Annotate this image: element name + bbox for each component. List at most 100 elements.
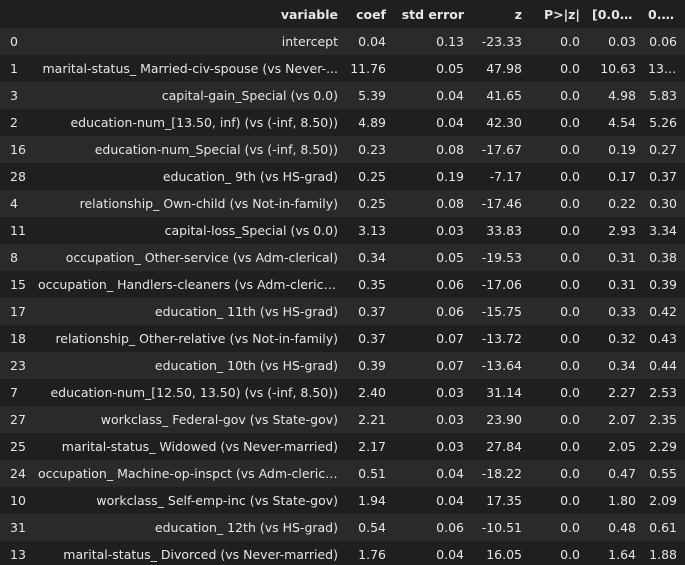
- row-index: 10: [10, 493, 26, 508]
- ci-lower-cell: 0.48: [608, 520, 636, 535]
- ci-lower-cell: 0.17: [608, 169, 636, 184]
- coef-cell: 0.25: [358, 196, 386, 211]
- variable-cell: relationship_ Own-child (vs Not-in-famil…: [79, 196, 338, 211]
- row-index: 8: [10, 250, 18, 265]
- variable-cell: occupation_ Machine-op-inspct (vs Adm-cl…: [38, 466, 342, 481]
- column-header-p-value: P>|z|: [543, 6, 580, 22]
- p-value-cell: 0.0: [560, 250, 580, 265]
- std-error-cell: 0.03: [436, 223, 464, 238]
- p-value-cell: 0.0: [560, 115, 580, 130]
- ci-upper-cell: 0.30: [649, 196, 677, 211]
- table-row: 27 workclass_ Federal-gov (vs State-gov) 2…: [0, 406, 685, 433]
- z-cell: 41.65: [486, 88, 522, 103]
- coef-cell: 1.94: [358, 493, 386, 508]
- variable-cell: workclass_ Federal-gov (vs State-gov): [100, 412, 338, 427]
- variable-cell: capital-loss_Special (vs 0.0): [164, 223, 338, 238]
- variable-cell: marital-status_ Divorced (vs Never-marri…: [63, 547, 338, 562]
- z-cell: 42.30: [486, 115, 522, 130]
- std-error-cell: 0.03: [436, 385, 464, 400]
- std-error-cell: 0.03: [436, 439, 464, 454]
- coef-cell: 0.04: [358, 34, 386, 49]
- table-row: 28 education_ 9th (vs HS-grad) 0.25 0.19 -7.…: [0, 163, 685, 190]
- table-row: 7 education-num_[12.50, 13.50) (vs (-inf,…: [0, 379, 685, 406]
- z-cell: 31.14: [486, 385, 522, 400]
- p-value-cell: 0.0: [560, 547, 580, 562]
- row-index: 27: [10, 412, 26, 427]
- coef-cell: 2.40: [358, 385, 386, 400]
- std-error-cell: 0.06: [436, 520, 464, 535]
- ci-lower-cell: 0.03: [608, 34, 636, 49]
- table-row: 10 workclass_ Self-emp-inc (vs State-gov)…: [0, 487, 685, 514]
- variable-cell: capital-gain_Special (vs 0.0): [161, 88, 338, 103]
- ci-upper-cell: 5.83: [649, 88, 677, 103]
- z-cell: -15.75: [481, 304, 522, 319]
- table-header: variable coef std error z P>|z| [0.025 0…: [0, 0, 685, 28]
- p-value-cell: 0.0: [560, 466, 580, 481]
- variable-cell: marital-status_ Married-civ-spouse (vs N…: [42, 61, 338, 76]
- variable-cell: education-num_Special (vs (-inf, 8.50)): [94, 142, 338, 157]
- ci-upper-cell: 13.01: [648, 61, 684, 76]
- variable-cell: education_ 10th (vs HS-grad): [154, 358, 338, 373]
- std-error-cell: 0.03: [436, 412, 464, 427]
- ci-lower-cell: 1.80: [608, 493, 636, 508]
- z-cell: -17.67: [481, 142, 522, 157]
- z-cell: 47.98: [486, 61, 522, 76]
- row-index: 2: [10, 115, 18, 130]
- ci-upper-cell: 0.55: [649, 466, 677, 481]
- ci-lower-cell: 2.07: [608, 412, 636, 427]
- ci-upper-cell: 2.09: [649, 493, 677, 508]
- std-error-cell: 0.06: [436, 304, 464, 319]
- table-row: 1 marital-status_ Married-civ-spouse (vs …: [0, 55, 685, 82]
- ci-lower-cell: 0.34: [608, 358, 636, 373]
- table-body: 0 intercept 0.04 0.13 -23.33 0.0 0.03 0.06 1 mari…: [0, 28, 685, 565]
- p-value-cell: 0.0: [560, 169, 580, 184]
- ci-lower-cell: 4.98: [608, 88, 636, 103]
- ci-upper-cell: 0.42: [649, 304, 677, 319]
- ci-upper-cell: 0.39: [649, 277, 677, 292]
- std-error-cell: 0.04: [436, 547, 464, 562]
- table-row: 16 education-num_Special (vs (-inf, 8.50)…: [0, 136, 685, 163]
- coef-cell: 1.76: [358, 547, 386, 562]
- coef-cell: 0.37: [358, 304, 386, 319]
- p-value-cell: 0.0: [560, 223, 580, 238]
- variable-cell: marital-status_ Widowed (vs Never-marrie…: [61, 439, 338, 454]
- ci-lower-cell: 10.63: [600, 61, 636, 76]
- z-cell: -17.46: [481, 196, 522, 211]
- ci-upper-cell: 2.53: [649, 385, 677, 400]
- ci-upper-cell: 0.06: [649, 34, 677, 49]
- table-row: 13 marital-status_ Divorced (vs Never-mar…: [0, 541, 685, 565]
- table-row: 18 relationship_ Other-relative (vs Not-i…: [0, 325, 685, 352]
- coef-cell: 0.35: [358, 277, 386, 292]
- p-value-cell: 0.0: [560, 142, 580, 157]
- coef-cell: 11.76: [350, 61, 386, 76]
- std-error-cell: 0.07: [436, 331, 464, 346]
- ci-upper-cell: 2.35: [649, 412, 677, 427]
- ci-upper-cell: 1.88: [649, 547, 677, 562]
- table-row: 23 education_ 10th (vs HS-grad) 0.39 0.07 -1…: [0, 352, 685, 379]
- row-index: 1: [10, 61, 18, 76]
- coef-cell: 5.39: [358, 88, 386, 103]
- ci-lower-cell: 4.54: [608, 115, 636, 130]
- coef-cell: 2.21: [358, 412, 386, 427]
- row-index: 25: [10, 439, 26, 454]
- p-value-cell: 0.0: [560, 520, 580, 535]
- variable-cell: occupation_ Other-service (vs Adm-cleric…: [65, 250, 338, 265]
- p-value-cell: 0.0: [560, 61, 580, 76]
- z-cell: -17.06: [481, 277, 522, 292]
- ci-upper-cell: 5.26: [649, 115, 677, 130]
- row-index: 18: [10, 331, 26, 346]
- p-value-cell: 0.0: [560, 277, 580, 292]
- row-index: 0: [10, 34, 18, 49]
- variable-cell: workclass_ Self-emp-inc (vs State-gov): [96, 493, 338, 508]
- z-cell: -23.33: [481, 34, 522, 49]
- row-index: 16: [10, 142, 26, 157]
- column-header-variable: variable: [280, 6, 338, 22]
- ci-lower-cell: 0.19: [608, 142, 636, 157]
- variable-cell: intercept: [281, 34, 338, 49]
- table-row: 3 capital-gain_Special (vs 0.0) 5.39 0.04 41…: [0, 82, 685, 109]
- ci-lower-cell: 0.31: [608, 277, 636, 292]
- variable-cell: education_ 9th (vs HS-grad): [162, 169, 338, 184]
- table-row: 0 intercept 0.04 0.13 -23.33 0.0 0.03 0.06: [0, 28, 685, 55]
- z-cell: 33.83: [486, 223, 522, 238]
